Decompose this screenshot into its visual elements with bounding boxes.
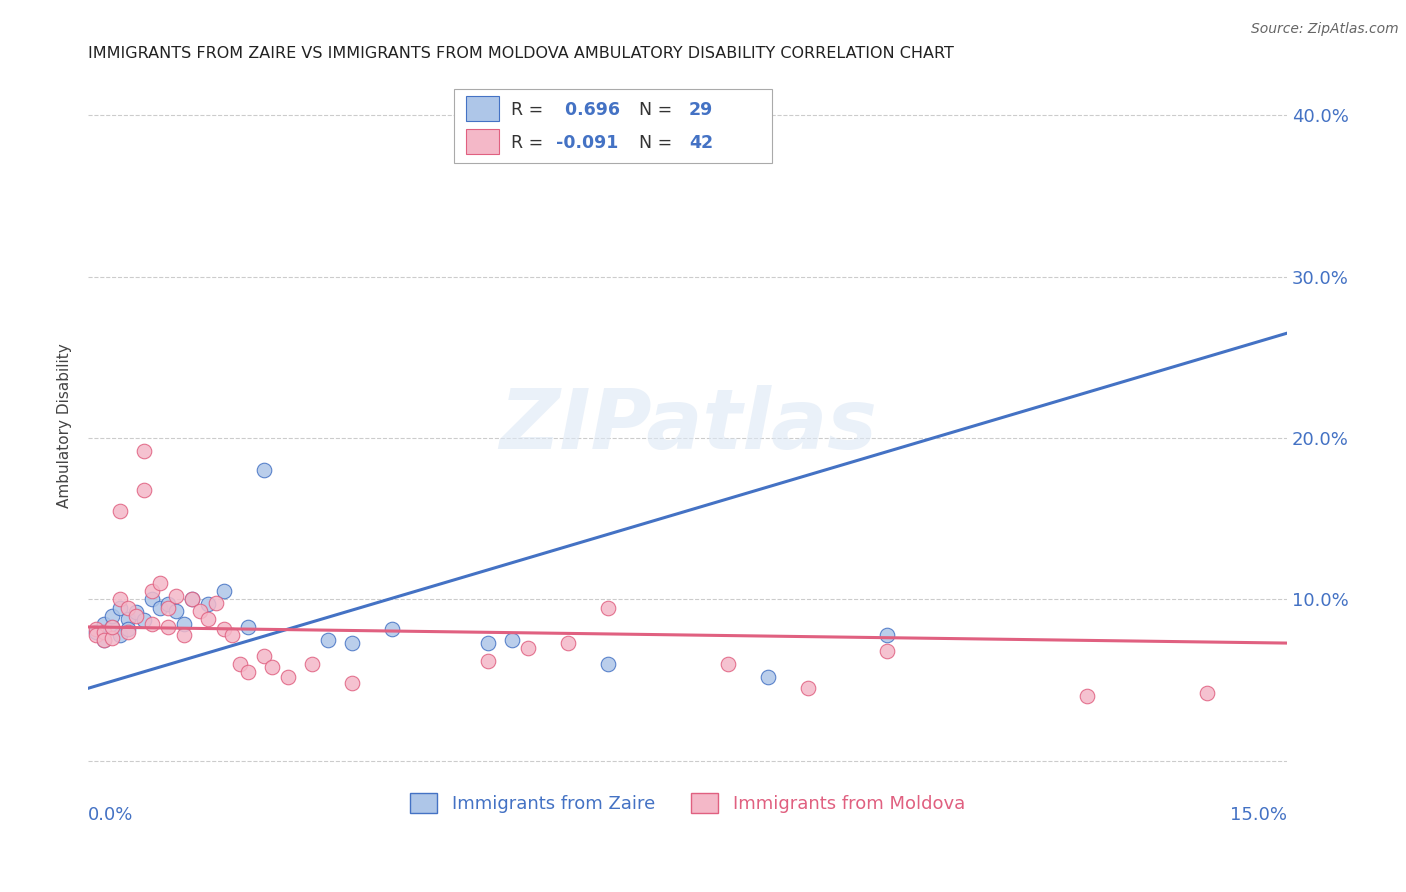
Point <box>101 608 124 623</box>
Point <box>253 648 276 663</box>
Point <box>236 665 259 680</box>
Point <box>301 657 323 671</box>
Point <box>93 616 115 631</box>
Point <box>108 504 131 518</box>
Text: N =: N = <box>627 101 678 119</box>
Point <box>93 632 115 647</box>
Point <box>1076 690 1098 704</box>
Point <box>173 628 195 642</box>
Point <box>501 632 523 647</box>
Point <box>157 598 180 612</box>
Point <box>212 584 235 599</box>
Point <box>101 620 124 634</box>
Point <box>212 622 235 636</box>
Point <box>157 600 180 615</box>
Point <box>596 600 619 615</box>
Point <box>157 620 180 634</box>
Point <box>84 622 107 636</box>
Point <box>173 616 195 631</box>
Point <box>141 616 163 631</box>
Point <box>117 600 139 615</box>
Bar <box>465 129 499 154</box>
Point <box>716 657 738 671</box>
Point <box>316 632 339 647</box>
Point <box>260 660 283 674</box>
FancyBboxPatch shape <box>454 89 772 162</box>
Point <box>236 620 259 634</box>
Point <box>876 644 898 658</box>
Point <box>108 600 131 615</box>
Point <box>229 657 252 671</box>
Point <box>1197 686 1219 700</box>
Point <box>149 576 172 591</box>
Point <box>101 632 124 646</box>
Point <box>557 636 579 650</box>
Text: 42: 42 <box>689 134 713 152</box>
Point <box>516 640 538 655</box>
Point <box>125 608 148 623</box>
Point <box>132 444 155 458</box>
Bar <box>465 96 499 121</box>
Point <box>876 628 898 642</box>
Point <box>340 676 363 690</box>
Y-axis label: Ambulatory Disability: Ambulatory Disability <box>58 343 72 508</box>
Text: IMMIGRANTS FROM ZAIRE VS IMMIGRANTS FROM MOLDOVA AMBULATORY DISABILITY CORRELATI: IMMIGRANTS FROM ZAIRE VS IMMIGRANTS FROM… <box>89 46 955 62</box>
Point <box>340 636 363 650</box>
Point <box>117 624 139 639</box>
Point <box>221 628 243 642</box>
Point <box>796 681 818 696</box>
Point <box>277 670 299 684</box>
Text: Source: ZipAtlas.com: Source: ZipAtlas.com <box>1251 22 1399 37</box>
Point <box>132 483 155 497</box>
Point <box>756 670 779 684</box>
Point <box>165 589 187 603</box>
Text: R =: R = <box>512 134 550 152</box>
Legend: Immigrants from Zaire, Immigrants from Moldova: Immigrants from Zaire, Immigrants from M… <box>404 785 972 821</box>
Point <box>197 612 219 626</box>
Point <box>477 636 499 650</box>
Point <box>165 604 187 618</box>
Point <box>93 624 115 639</box>
Point <box>197 598 219 612</box>
Point <box>141 584 163 599</box>
Point <box>141 592 163 607</box>
Text: R =: R = <box>512 101 550 119</box>
Text: 15.0%: 15.0% <box>1230 806 1286 824</box>
Point <box>149 600 172 615</box>
Point <box>84 624 107 639</box>
Point <box>108 628 131 642</box>
Text: ZIPatlas: ZIPatlas <box>499 385 876 467</box>
Text: N =: N = <box>627 134 678 152</box>
Point <box>132 614 155 628</box>
Text: -0.091: -0.091 <box>555 134 619 152</box>
Point <box>596 657 619 671</box>
Point <box>125 606 148 620</box>
Point <box>181 592 204 607</box>
Point <box>93 632 115 647</box>
Point <box>84 628 107 642</box>
Point <box>181 592 204 607</box>
Point <box>253 463 276 477</box>
Point <box>188 604 211 618</box>
Text: 0.0%: 0.0% <box>89 806 134 824</box>
Point <box>108 592 131 607</box>
Point <box>101 620 124 634</box>
Point <box>381 622 404 636</box>
Text: 0.696: 0.696 <box>560 101 620 119</box>
Point <box>477 654 499 668</box>
Point <box>117 612 139 626</box>
Point <box>117 622 139 636</box>
Text: 29: 29 <box>689 101 713 119</box>
Point <box>205 596 228 610</box>
